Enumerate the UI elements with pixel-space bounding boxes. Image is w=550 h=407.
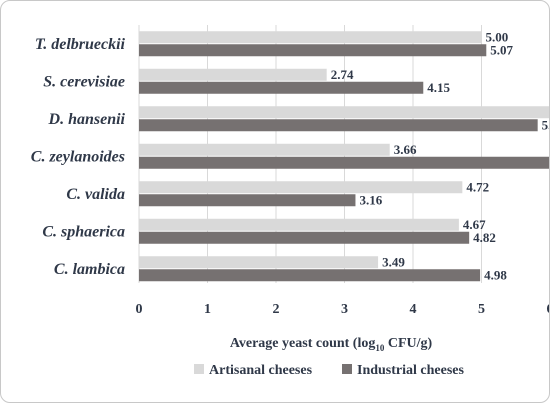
bar-artisanal: [139, 68, 327, 81]
x-axis-title-subscript: 10: [375, 343, 385, 353]
data-label: 3.66: [394, 142, 417, 157]
x-tick-label: 5: [478, 302, 485, 317]
data-label: 3.49: [382, 254, 405, 269]
bars: [139, 31, 550, 282]
legend-swatch-artisanal: [194, 364, 204, 374]
data-label: 5.00: [486, 29, 509, 44]
x-tick-label: 1: [204, 302, 211, 317]
bar-industrial: [139, 81, 424, 94]
bar-industrial: [139, 44, 487, 57]
x-tick-label: 6: [547, 302, 550, 317]
category-labels: T. delbrueckii S. cerevisiae D. hansenii C.…: [31, 36, 126, 278]
x-tick-label: 4: [410, 302, 417, 317]
x-axis-title: Average yeast count (log10 CFU/g): [230, 336, 433, 353]
data-label: 4.72: [466, 179, 489, 194]
category-label: T. delbrueckii: [35, 36, 126, 53]
category-label: C. sphaerica: [42, 223, 125, 240]
bar-artisanal: [139, 181, 463, 194]
value-labels: 5.005.072.744.156.335.823.666.174.723.16…: [331, 29, 550, 282]
bar-industrial: [139, 194, 356, 207]
bar-industrial: [139, 231, 470, 244]
bar-industrial: [139, 269, 481, 282]
category-label: C. lambica: [54, 261, 125, 278]
data-label: 3.16: [359, 192, 382, 207]
legend-label: Industrial cheeses: [357, 363, 465, 378]
x-axis-title-tail: CFU/g): [384, 336, 432, 351]
data-label: 4.98: [484, 267, 507, 282]
x-tick-labels: 01234567: [136, 302, 550, 317]
category-label: C. valida: [66, 186, 125, 203]
data-label: 2.74: [331, 67, 354, 82]
x-axis-title-main: Average yeast count (log: [230, 336, 376, 351]
category-label: S. cerevisiae: [43, 73, 125, 90]
bar-industrial: [139, 156, 550, 169]
x-tick-label: 2: [273, 302, 280, 317]
category-label: D. hansenii: [48, 111, 126, 128]
data-label: 4.15: [427, 80, 450, 95]
data-label: 4.67: [463, 217, 486, 232]
bar-industrial: [139, 119, 538, 132]
bar-artisanal: [139, 256, 379, 269]
bar-artisanal: [139, 143, 390, 156]
data-label: 5.82: [542, 117, 549, 132]
x-tick-label: 0: [136, 302, 143, 317]
bar-artisanal: [139, 31, 482, 44]
legend: Artisanal cheeses Industrial cheeses: [194, 363, 465, 378]
bar-artisanal: [139, 218, 459, 231]
legend-label: Artisanal cheeses: [209, 363, 313, 378]
legend-swatch-industrial: [342, 364, 352, 374]
data-label: 4.82: [473, 230, 496, 245]
x-tick-label: 3: [341, 302, 348, 317]
bar-artisanal: [139, 106, 550, 119]
category-label: C. zeylanoides: [31, 148, 125, 165]
data-label: 5.07: [490, 42, 513, 57]
